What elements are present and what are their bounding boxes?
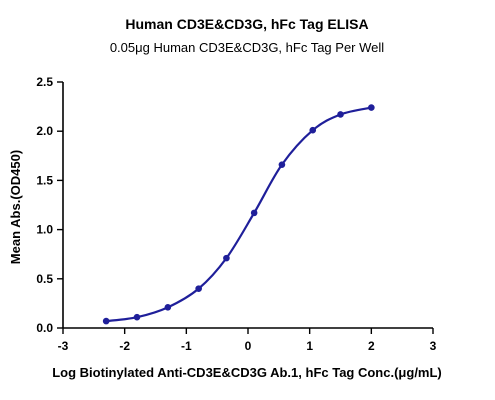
y-tick-label: 2.5 — [36, 75, 53, 89]
x-tick-label: 0 — [245, 339, 252, 353]
data-point — [102, 317, 110, 325]
chart-subtitle: 0.05μg Human CD3E&CD3G, hFc Tag Per Well — [110, 40, 384, 55]
y-tick-label: 1.0 — [36, 223, 53, 237]
y-tick-label: 2.0 — [36, 124, 53, 138]
data-point — [278, 161, 286, 168]
x-tick-label: -1 — [181, 339, 192, 353]
data-point — [337, 111, 344, 118]
data-point — [133, 313, 141, 321]
data-point — [195, 285, 202, 292]
data-point — [368, 104, 375, 111]
data-point — [250, 209, 258, 217]
x-tick-label: -3 — [58, 339, 69, 353]
x-tick-label: 1 — [306, 339, 313, 353]
chart-title: Human CD3E&CD3G, hFc Tag ELISA — [125, 16, 368, 32]
y-tick-label: 0.5 — [36, 272, 53, 286]
plot-area: -3 -2 -1 0 1 2 3 0.0 0.5 1.0 1.5 2.0 2.5 — [36, 75, 436, 353]
data-point — [164, 304, 172, 311]
data-point — [223, 254, 230, 262]
data-point — [309, 126, 317, 134]
y-axis-label: Mean Abs.(OD450) — [8, 150, 23, 264]
y-tick-label: 1.5 — [36, 173, 53, 187]
y-tick-label: 0.0 — [36, 321, 53, 335]
x-tick-label: -2 — [119, 339, 130, 353]
x-tick-label: 3 — [430, 339, 437, 353]
x-axis-label: Log Biotinylated Anti-CD3E&CD3G Ab.1, hF… — [52, 365, 442, 380]
series-line — [106, 106, 372, 323]
x-tick-label: 2 — [368, 339, 375, 353]
